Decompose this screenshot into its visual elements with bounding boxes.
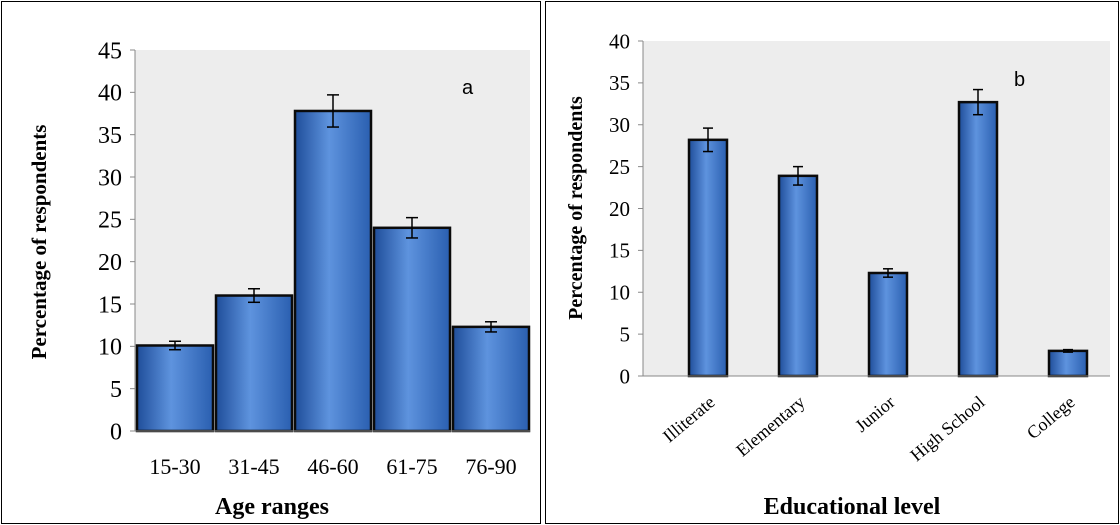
bar-college [1047, 349, 1089, 378]
y-tick-label: 20 [98, 250, 122, 276]
age-ranges-bar-chart: 0 5 10 15 20 25 30 35 40 45 15-30 31-45 46-60 61-75 7… [27, 38, 531, 520]
y-tick-label: 30 [609, 113, 630, 137]
y-tick-label: 15 [98, 292, 122, 318]
x-tick-label: Junior [851, 392, 898, 436]
y-tick-label: 35 [98, 123, 122, 149]
x-axis-title: Educational level [764, 494, 941, 520]
y-tick-label: 20 [609, 197, 630, 221]
x-tick-label: Illiterate [659, 392, 719, 447]
y-tick-label: 10 [98, 335, 122, 361]
panel-label: a [462, 77, 474, 99]
bar-elementary [777, 174, 819, 378]
x-tick-label: 31-45 [228, 454, 279, 479]
bar-high-school [957, 100, 999, 378]
y-axis-title: Percentage of respondents [565, 96, 587, 320]
y-tick-label: 40 [98, 81, 122, 107]
x-axis-title: Age ranges [215, 494, 329, 520]
x-tick-label: 61-75 [386, 454, 437, 479]
y-tick-label: 25 [98, 208, 122, 234]
chart-panel-b: 0 5 10 15 20 25 30 35 40 Illiterate Elementary Jun… [545, 1, 1119, 524]
y-tick-label: 0 [110, 419, 122, 445]
x-tick-label: Elementary [732, 392, 808, 461]
panel-label: b [1014, 69, 1025, 91]
y-tick-label: 5 [110, 377, 122, 403]
y-axis-title: Percentage of respondents [27, 125, 51, 360]
x-tick-label: College [1023, 392, 1079, 443]
y-tick-label: 40 [609, 29, 630, 53]
x-tick-label: High School [906, 392, 988, 466]
bar-illiterate [687, 138, 729, 378]
x-tick-label: 76-90 [465, 454, 516, 479]
y-tick-label: 0 [620, 364, 631, 388]
y-tick-label: 15 [609, 239, 630, 263]
bar-46-60 [293, 109, 373, 433]
y-tick-label: 25 [609, 155, 630, 179]
x-tick-label: 15-30 [149, 454, 200, 479]
bar-junior [867, 271, 909, 378]
bar-15-30 [135, 344, 215, 433]
y-tick-label: 30 [98, 165, 122, 191]
y-tick-label: 45 [98, 38, 122, 64]
y-tick-label: 10 [609, 281, 630, 305]
chart-panel-a: 0 5 10 15 20 25 30 35 40 45 15-30 31-45 46-60 61-75 7… [1, 1, 541, 524]
y-tick-label: 35 [609, 71, 630, 95]
bar-76-90 [451, 325, 531, 433]
bar-61-75 [372, 226, 452, 433]
y-tick-label: 5 [620, 322, 631, 346]
educational-level-bar-chart: 0 5 10 15 20 25 30 35 40 Illiterate Elementary Jun… [565, 29, 1110, 520]
x-tick-label: 46-60 [307, 454, 358, 479]
bar-31-45 [214, 294, 294, 433]
